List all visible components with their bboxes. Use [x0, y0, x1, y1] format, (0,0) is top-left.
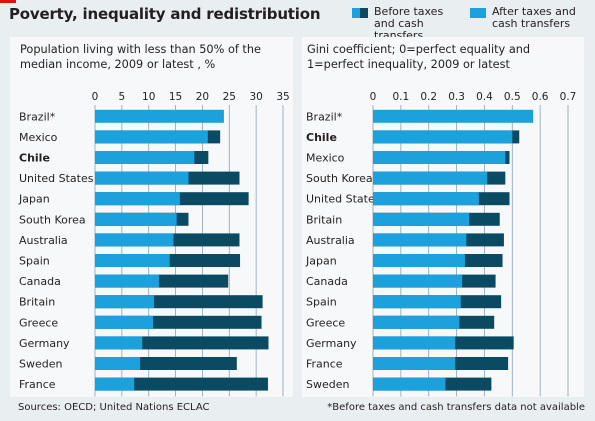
gini-bar-after-greece — [373, 315, 460, 329]
brand-mark — [0, 0, 16, 3]
legend-before-swatch-dark — [360, 8, 368, 18]
gini-tick-label: 0.1 — [393, 91, 410, 103]
poverty-category-label-mexico: Mexico — [19, 131, 58, 144]
poverty-category-label-chile: Chile — [19, 152, 50, 165]
poverty-bar-after-mexico — [95, 130, 208, 144]
gini-tick-label: 0.3 — [448, 91, 465, 103]
gini-bar-after-united-states — [373, 192, 479, 206]
gini-category-label-mexico: Mexico — [306, 152, 345, 165]
gini-category-label-australia: Australia — [306, 234, 355, 247]
poverty-category-label-united-states: United States — [19, 172, 94, 185]
sources-note: Sources: OECD; United Nations ECLAC — [18, 402, 210, 413]
poverty-bar-after-britain — [95, 295, 155, 309]
poverty-bar-after-united-states — [95, 171, 189, 185]
gini-bar-after-spain — [373, 295, 461, 309]
gini-category-label-south-korea: South Korea — [306, 172, 373, 185]
poverty-bar-after-canada — [95, 274, 159, 288]
poverty-bar-after-spain — [95, 254, 170, 267]
poverty-tick-label: 15 — [169, 91, 182, 103]
gini-category-label-sweden: Sweden — [306, 378, 349, 391]
poverty-category-label-greece: Greece — [19, 316, 58, 329]
gini-bar-after-chile — [373, 130, 513, 144]
gini-bar-after-south-korea — [373, 171, 488, 185]
footnote: *Before taxes and cash transfers data no… — [327, 402, 585, 413]
gini-category-label-brazil: Brazil* — [306, 110, 343, 123]
poverty-category-label-sweden: Sweden — [19, 358, 62, 371]
poverty-tick-label: 10 — [142, 91, 155, 103]
gini-category-label-germany: Germany — [306, 337, 357, 350]
gini-bar-after-france — [373, 357, 456, 370]
gini-bar-after-australia — [373, 233, 467, 247]
chart-title: Poverty, inequality and redistribution — [9, 5, 321, 23]
poverty-tick-label: 25 — [223, 91, 236, 103]
poverty-category-label-germany: Germany — [19, 337, 70, 350]
poverty-tick-label: 30 — [249, 91, 262, 103]
poverty-bar-after-sweden — [95, 357, 141, 370]
poverty-category-label-australia: Australia — [19, 234, 68, 247]
gini-category-label-chile: Chile — [306, 131, 337, 144]
poverty-category-label-brazil: Brazil* — [19, 110, 56, 123]
poverty-bar-after-chile — [95, 151, 195, 164]
gini-tick-label: 0 — [370, 91, 377, 103]
poverty-category-label-japan: Japan — [18, 193, 50, 206]
poverty-bar-after-australia — [95, 233, 174, 247]
gini-bar-after-germany — [373, 336, 456, 350]
gini-bar-after-canada — [373, 274, 463, 288]
poverty-chart: 0 5 10 15 20 25 30 35 Brazil* Mexico Chile United S… — [18, 91, 290, 397]
gini-chart: 0 0.1 0.2 0.3 0.4 0.5 0.6 0.7 Brazil* Chile Mexico… — [305, 91, 577, 397]
poverty-tick-label: 0 — [92, 91, 99, 103]
gini-bar-after-mexico — [373, 151, 506, 164]
gini-category-label-greece: Greece — [306, 316, 345, 329]
gini-subtitle: Gini coefficient; 0=perfect equality and… — [307, 43, 531, 71]
gini-bar-after-britain — [373, 212, 470, 226]
poverty-subtitle: Population living with less than 50% of … — [20, 43, 261, 71]
gini-tick-label: 0.5 — [504, 91, 521, 103]
gini-category-label-spain: Spain — [306, 296, 337, 309]
gini-category-label-britain: Britain — [306, 213, 342, 226]
gini-bar-after-brazil — [373, 109, 534, 123]
poverty-bar-after-france — [95, 377, 135, 391]
gini-category-label-canada: Canada — [306, 275, 348, 288]
gini-category-label-japan: Japan — [305, 255, 337, 268]
poverty-bar-after-japan — [95, 192, 180, 206]
poverty-tick-label: 5 — [119, 91, 126, 103]
legend-before-swatch-light — [352, 8, 360, 18]
poverty-category-label-france: France — [19, 378, 56, 391]
poverty-bar-after-brazil — [95, 109, 224, 123]
poverty-category-label-spain: Spain — [19, 255, 50, 268]
gini-tick-label: 0.2 — [420, 91, 437, 103]
poverty-category-label-canada: Canada — [19, 275, 61, 288]
poverty-bar-after-germany — [95, 336, 143, 350]
poverty-category-label-south-korea: South Korea — [19, 213, 86, 226]
poverty-tick-label: 20 — [196, 91, 209, 103]
poverty-category-label-britain: Britain — [19, 296, 55, 309]
poverty-tick-label: 35 — [276, 91, 289, 103]
gini-bar-after-sweden — [373, 377, 446, 391]
legend-after-label: After taxes and cash transfers — [492, 5, 576, 30]
legend-after-swatch — [470, 8, 486, 18]
poverty-bar-after-south-korea — [95, 212, 177, 226]
poverty-bar-after-greece — [95, 315, 154, 329]
gini-tick-label: 0.4 — [476, 91, 493, 103]
gini-bar-after-japan — [373, 254, 465, 267]
gini-tick-label: 0.6 — [532, 91, 549, 103]
gini-category-label-united-states: United States — [306, 193, 381, 206]
poverty-bar-before-france — [95, 377, 268, 391]
gini-tick-label: 0.7 — [560, 91, 577, 103]
gini-category-label-france: France — [306, 358, 343, 371]
